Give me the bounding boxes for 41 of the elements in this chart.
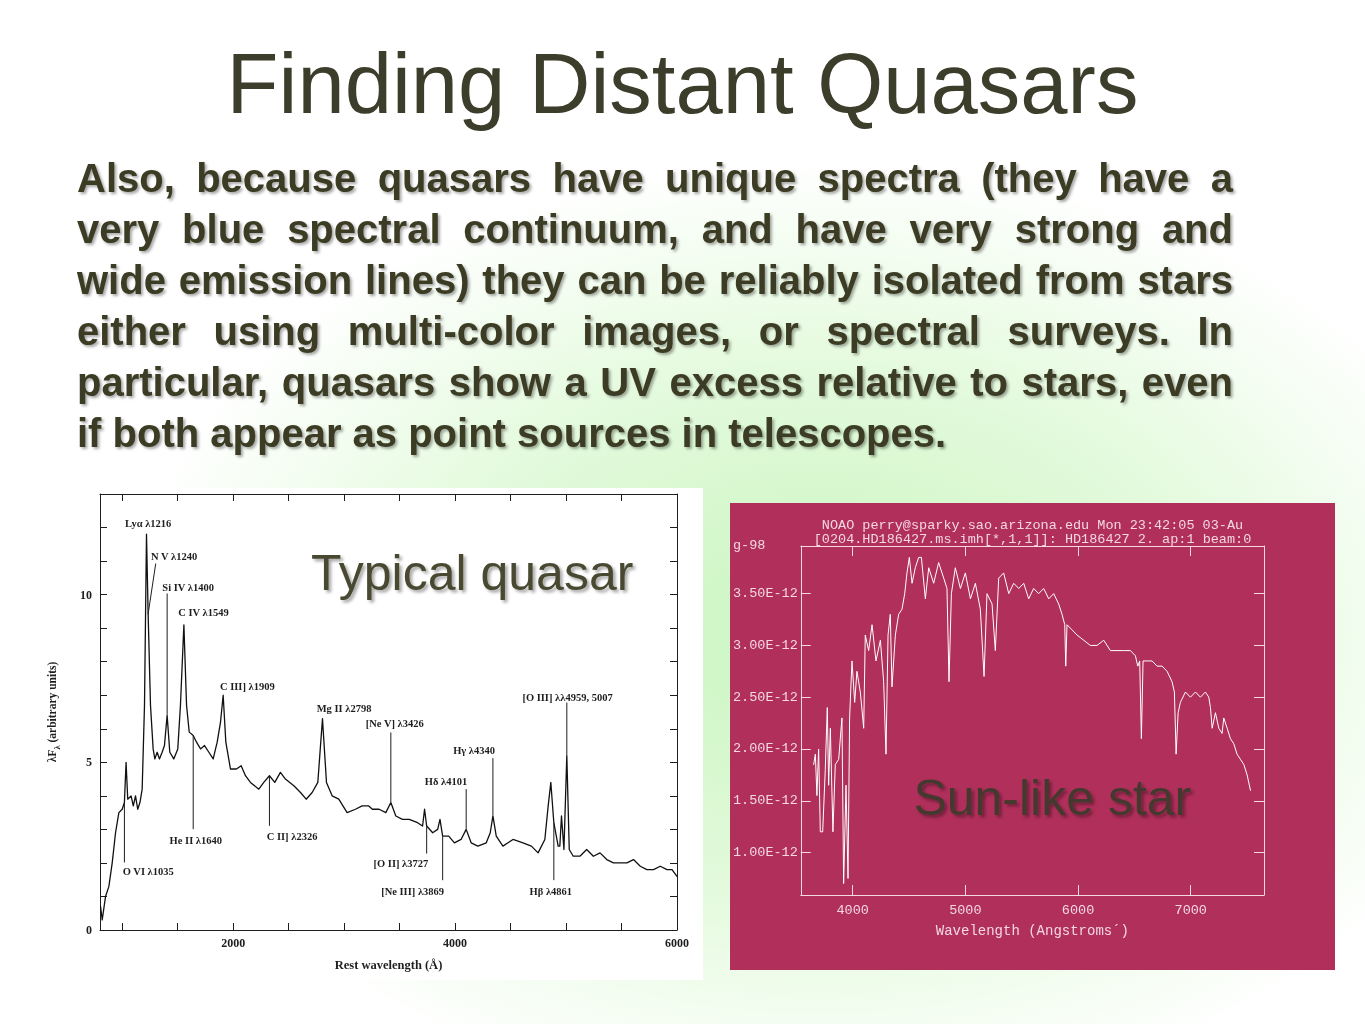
x-tick-label: 6000 — [665, 936, 689, 950]
annotation: [O III] λλ4959, 5007 — [522, 691, 613, 703]
y-tick-label: 2.00E-12 — [733, 741, 798, 757]
annotation: Lyα λ1216 — [124, 517, 172, 529]
x-tick-label: 4000 — [836, 902, 869, 918]
x-tick-label: 6000 — [1061, 902, 1095, 918]
x-tick-label: 7000 — [1174, 902, 1207, 918]
y-tick-label: 5 — [86, 755, 92, 770]
y-tick-label: 10 — [80, 587, 92, 602]
annotation: He II λ1640 — [169, 834, 223, 846]
x-axis-title: Rest wavelength (Å) — [334, 958, 443, 972]
x-tick-label: 2000 — [221, 936, 246, 950]
y-tick-label: 2.50E-12 — [733, 689, 798, 705]
annotation: Hβ λ4861 — [529, 885, 573, 897]
annotation: Typical quasar — [310, 544, 634, 601]
annotation: Hδ λ4101 — [424, 775, 468, 787]
chart-subtitle: [0204.HD186427.ms.imh[*,1,1]]: HD186427 2. ap:1 beam:0 — [813, 532, 1252, 547]
y-tick-label: 1.00E-12 — [733, 845, 798, 861]
annotation: [O II] λ3727 — [373, 857, 429, 869]
text: Also, because quasars have unique spectra (they have a very blue spectral continuum, and have very strong and wide emission lines) they can be reliably isolated from stars either using multi-color images, or spectral surveys. In particular, quasars show a UV excess relative to stars, even if both appear as point sources in telescopes. — [77, 155, 1233, 457]
y-tick-label: 3.00E-12 — [733, 637, 798, 653]
annotation: C IV λ1549 — [178, 606, 229, 618]
text: g-98 — [733, 537, 766, 553]
annotation: O VI λ1035 — [122, 865, 174, 877]
y-tick-label: 1.50E-12 — [733, 793, 798, 809]
annotation: C III] λ1909 — [219, 680, 275, 692]
y-tick-label: 3.50E-12 — [733, 586, 798, 602]
chart-title: NOAO perry@sparky.sao.arizona.edu Mon 23:42:05 03-Au — [821, 518, 1244, 533]
annotation: Mg II λ2798 — [316, 702, 372, 714]
annotation: [Ne III] λ3869 — [381, 885, 445, 897]
y-tick-label: 0 — [86, 923, 92, 937]
x-axis-title: Wavelength (Angstroms´) — [935, 923, 1130, 939]
text: Finding Distant Quasars — [225, 36, 1140, 131]
x-tick-label: 4000 — [443, 936, 468, 950]
annotation: Sun-like star — [913, 770, 1192, 827]
annotation: Hγ λ4340 — [453, 744, 496, 756]
annotation: [Ne V] λ3426 — [365, 717, 424, 729]
annotation: N V λ1240 — [150, 550, 198, 562]
annotation: Si IV λ1400 — [162, 581, 214, 593]
x-tick-label: 5000 — [949, 902, 982, 918]
annotation: C II] λ2326 — [266, 830, 318, 842]
